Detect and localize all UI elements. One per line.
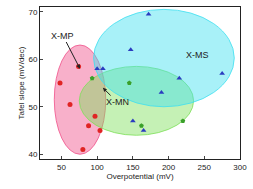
svg-text:X-MS: X-MS xyxy=(186,50,209,60)
svg-text:50: 50 xyxy=(57,163,66,172)
svg-text:40: 40 xyxy=(28,150,37,159)
svg-text:70: 70 xyxy=(28,8,37,17)
svg-text:Tafel slope (mV/dec): Tafel slope (mV/dec) xyxy=(17,46,26,119)
svg-text:150: 150 xyxy=(126,163,140,172)
svg-text:Overpotential (mV): Overpotential (mV) xyxy=(106,172,173,181)
svg-text:100: 100 xyxy=(90,163,104,172)
svg-text:200: 200 xyxy=(162,163,176,172)
svg-text:X-MN: X-MN xyxy=(106,97,129,107)
svg-text:50: 50 xyxy=(28,103,37,112)
svg-text:250: 250 xyxy=(198,163,212,172)
svg-text:X-MP: X-MP xyxy=(51,31,74,41)
svg-text:60: 60 xyxy=(28,55,37,64)
svg-text:300: 300 xyxy=(233,163,247,172)
